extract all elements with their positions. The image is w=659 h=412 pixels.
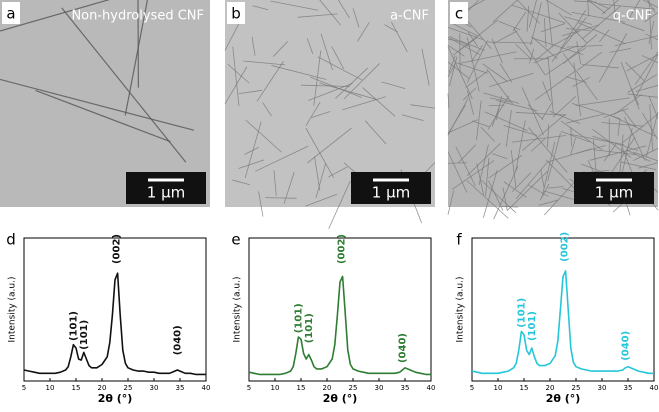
peak-label: (040) <box>397 333 408 363</box>
panel-letter: b <box>231 5 241 23</box>
scale-label: 1 µm <box>372 184 410 202</box>
panel-letter: f <box>456 231 462 249</box>
x-tick-label: 25 <box>572 384 581 392</box>
x-tick-label: 10 <box>271 384 280 392</box>
x-tick-label: 20 <box>323 384 332 392</box>
x-tick-label: 20 <box>98 384 107 392</box>
y-axis-label: Intensity (a.u.) <box>456 277 466 343</box>
x-tick-label: 30 <box>375 384 384 392</box>
x-tick-label: 40 <box>427 384 436 392</box>
x-tick-label: 40 <box>202 384 211 392</box>
panel-letter: d <box>6 231 16 249</box>
xrd-line <box>24 273 206 374</box>
peak-label: (101) <box>293 303 304 333</box>
x-tick-label: 25 <box>124 384 133 392</box>
x-tick-label: 35 <box>624 384 633 392</box>
x-tick-label: 10 <box>494 384 503 392</box>
x-tick-label: 20 <box>546 384 555 392</box>
x-tick-label: 15 <box>297 384 306 392</box>
x-tick-label: 30 <box>150 384 159 392</box>
panel-label: q-CNF <box>613 9 652 24</box>
x-tick-label: 15 <box>520 384 529 392</box>
x-tick-label: 30 <box>598 384 607 392</box>
peak-label: (101) <box>68 311 79 341</box>
y-axis-label: Intensity (a.u.) <box>8 277 18 343</box>
peak-label: (002) <box>112 234 123 264</box>
x-tick-label: 10 <box>46 384 55 392</box>
scale-label: 1 µm <box>595 184 633 202</box>
panel-letter: a <box>6 5 15 23</box>
peak-label: (040) <box>172 325 183 355</box>
peak-label: (101) <box>79 320 90 350</box>
x-tick-label: 5 <box>247 384 251 392</box>
x-tick-label: 35 <box>401 384 410 392</box>
y-axis-label: Intensity (a.u.) <box>233 277 243 343</box>
panel-label: Non-hydrolysed CNF <box>71 9 204 24</box>
peak-label: (040) <box>620 331 631 361</box>
x-axis-label: 2θ (°) <box>98 392 133 405</box>
x-tick-label: 25 <box>349 384 358 392</box>
x-tick-label: 15 <box>72 384 81 392</box>
panel-label: a-CNF <box>390 9 429 24</box>
x-tick-label: 40 <box>650 384 659 392</box>
x-axis-label: 2θ (°) <box>546 392 581 405</box>
fiber <box>571 127 572 146</box>
scale-label: 1 µm <box>147 184 185 202</box>
x-axis-label: 2θ (°) <box>323 392 358 405</box>
peak-label: (002) <box>337 234 348 264</box>
peak-label: (101) <box>527 311 538 341</box>
peak-label: (002) <box>560 232 571 262</box>
x-tick-label: 5 <box>22 384 26 392</box>
peak-label: (101) <box>516 298 527 328</box>
x-tick-label: 5 <box>470 384 474 392</box>
peak-label: (101) <box>304 313 315 343</box>
x-tick-label: 35 <box>176 384 185 392</box>
panel-letter: e <box>231 231 240 249</box>
panel-letter: c <box>455 5 463 23</box>
